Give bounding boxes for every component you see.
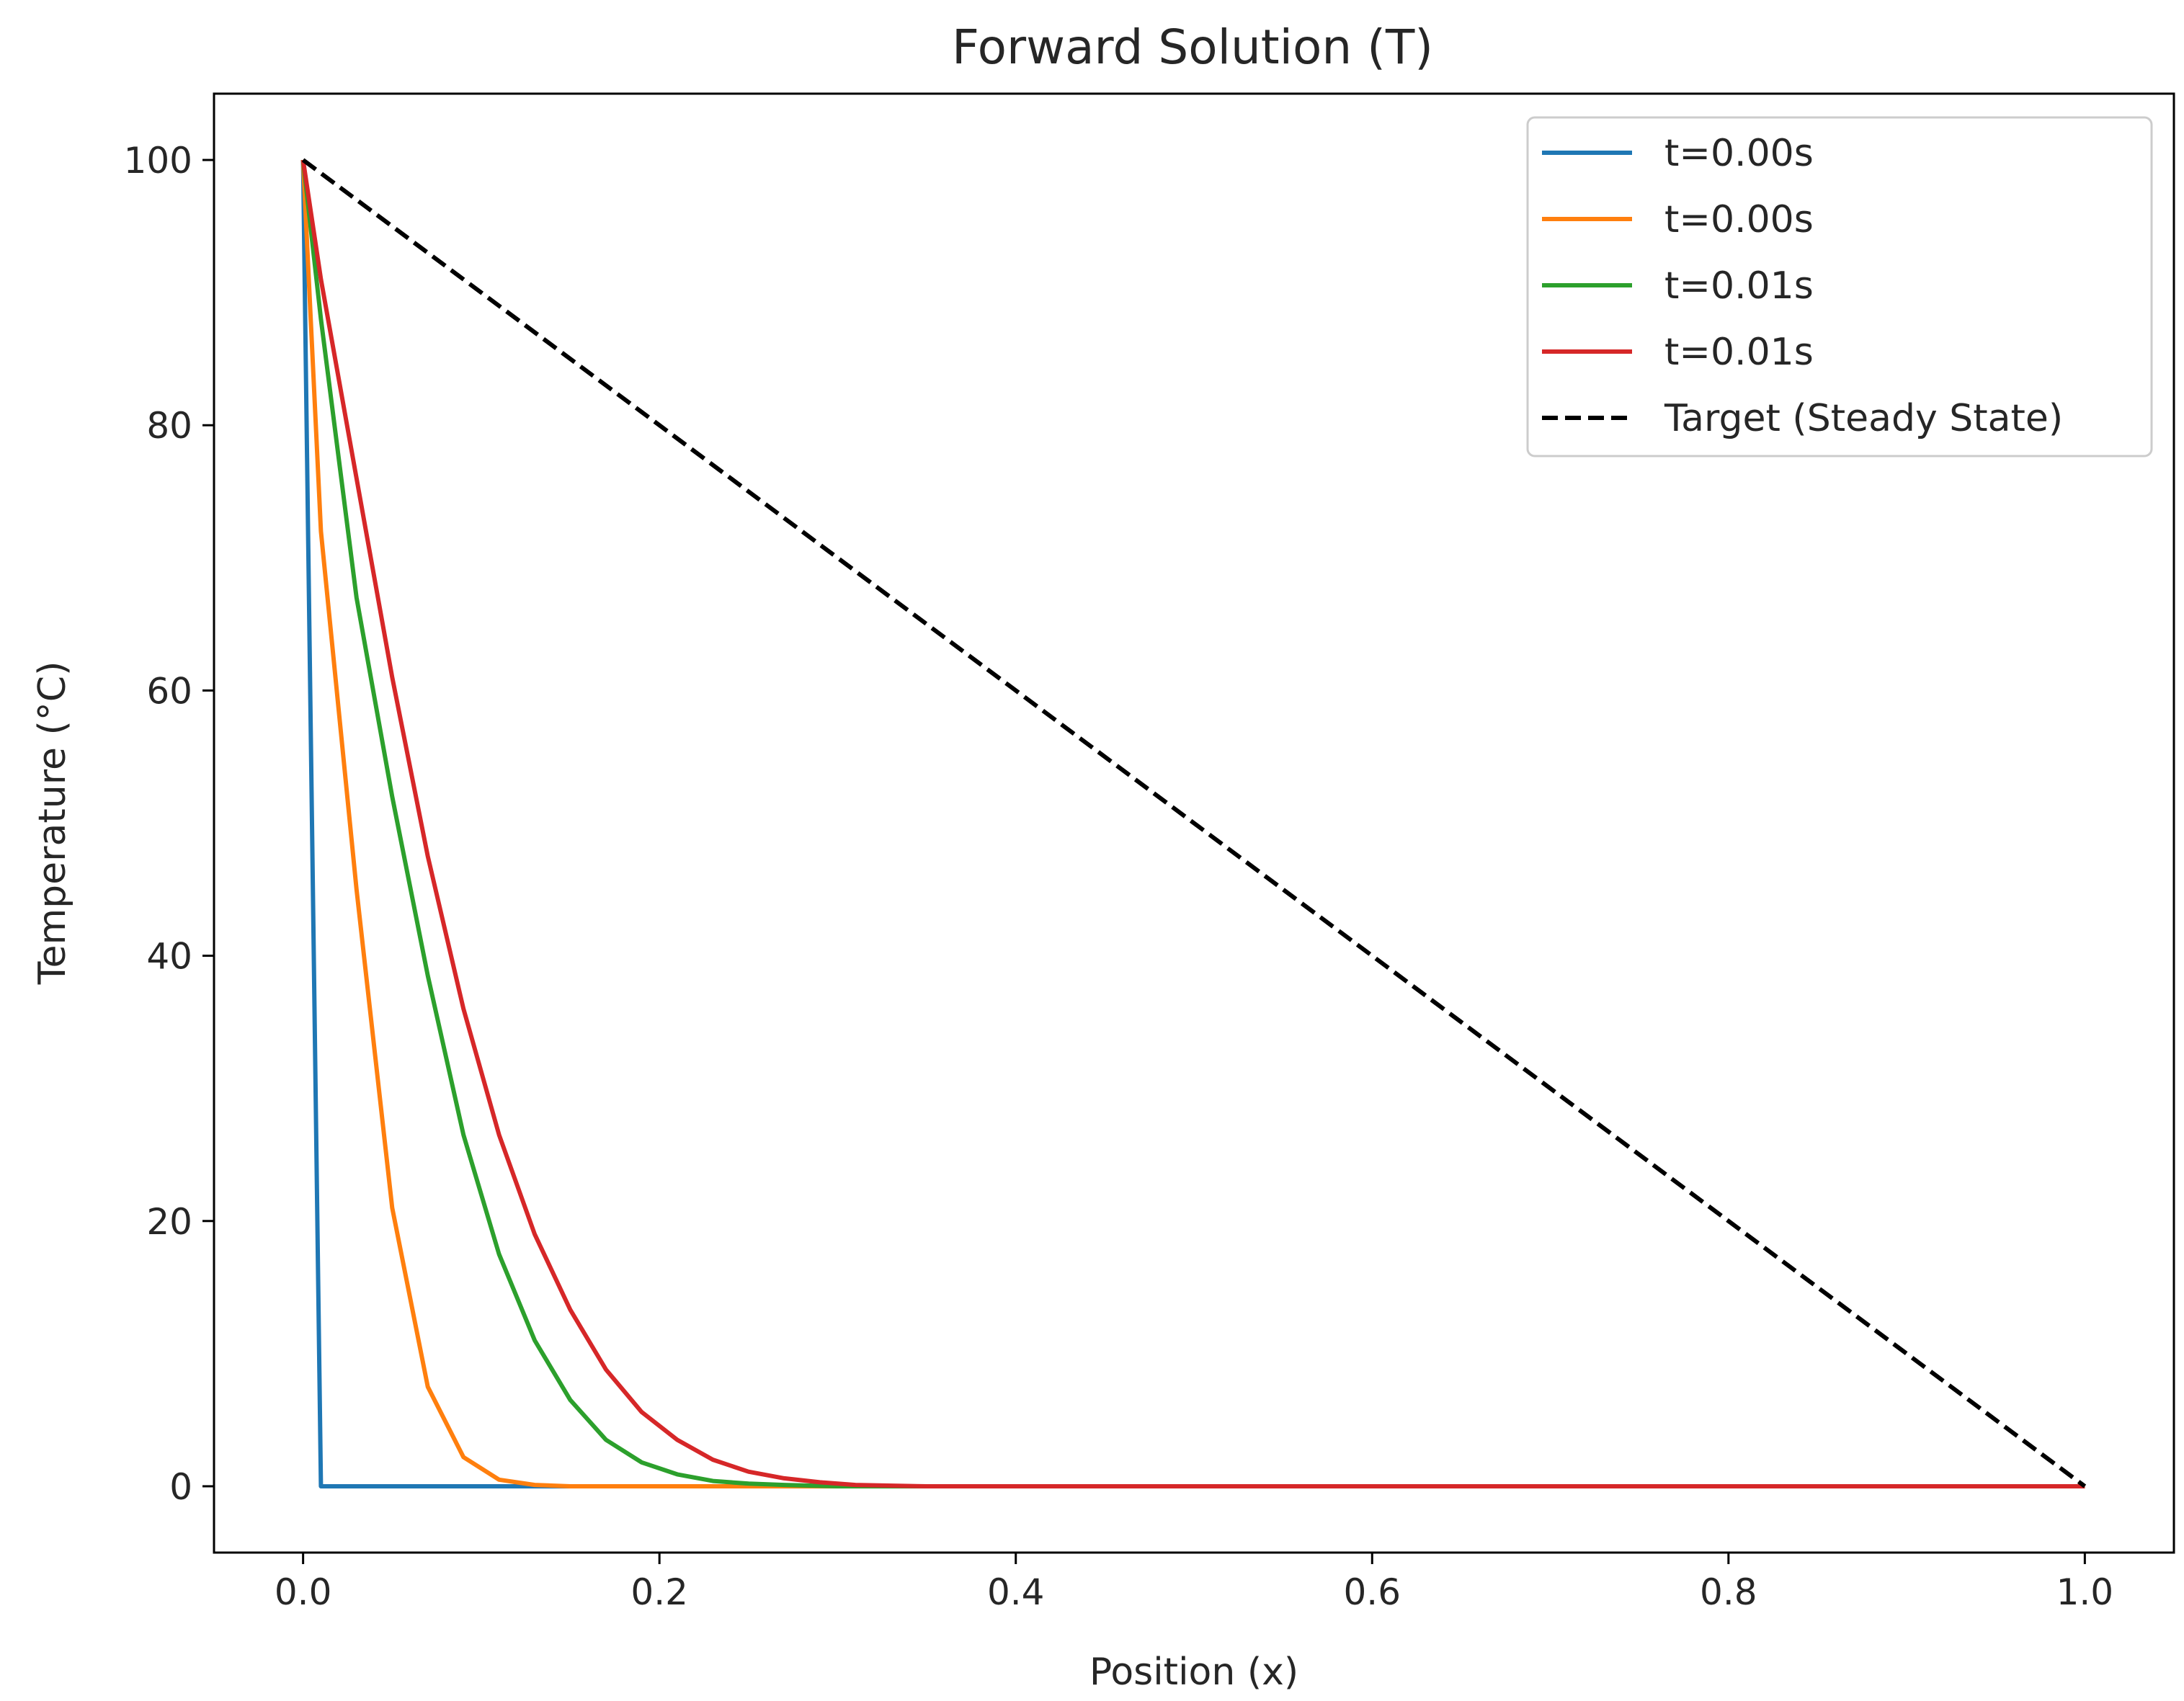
x-tick-label: 0.4 <box>987 1571 1045 1613</box>
legend-label-5: Target (Steady State) <box>1664 397 2063 440</box>
y-tick-label: 40 <box>146 936 192 978</box>
x-tick-label: 0.6 <box>1344 1571 1401 1613</box>
plot-area <box>300 158 2087 1488</box>
legend-label-1: t=0.00s <box>1664 132 1814 175</box>
x-axis-label: Position (x) <box>1089 1651 1298 1694</box>
chart-title: Forward Solution (T) <box>952 19 1433 75</box>
series-line-4 <box>300 159 2085 1488</box>
x-tick-label: 1.0 <box>2056 1571 2114 1613</box>
legend-label-2: t=0.00s <box>1664 198 1814 241</box>
y-tick-label: 0 <box>169 1466 192 1508</box>
x-tick-label: 0.8 <box>1700 1571 1757 1613</box>
x-tick-label: 0.2 <box>630 1571 688 1613</box>
y-tick-label: 60 <box>146 670 192 712</box>
axis-ticks: 0.0 0.2 0.4 0.6 0.8 1.0 0 20 40 60 80 100 <box>124 140 2114 1613</box>
legend-box <box>1526 116 2153 457</box>
legend-label-4: t=0.01s <box>1664 331 1814 374</box>
plot-frame <box>213 92 2175 1554</box>
y-tick-label: 80 <box>146 405 192 447</box>
y-axis-label: Temperature (°C) <box>31 661 74 986</box>
legend-label-3: t=0.01s <box>1664 264 1814 308</box>
y-tick-label: 100 <box>124 140 192 182</box>
legend: t=0.00s t=0.00s t=0.01s t=0.01s Target (Stea… <box>1526 116 2153 457</box>
y-tick-label: 20 <box>146 1201 192 1243</box>
series-line-5 <box>301 158 2087 1488</box>
x-tick-label: 0.0 <box>275 1571 332 1613</box>
